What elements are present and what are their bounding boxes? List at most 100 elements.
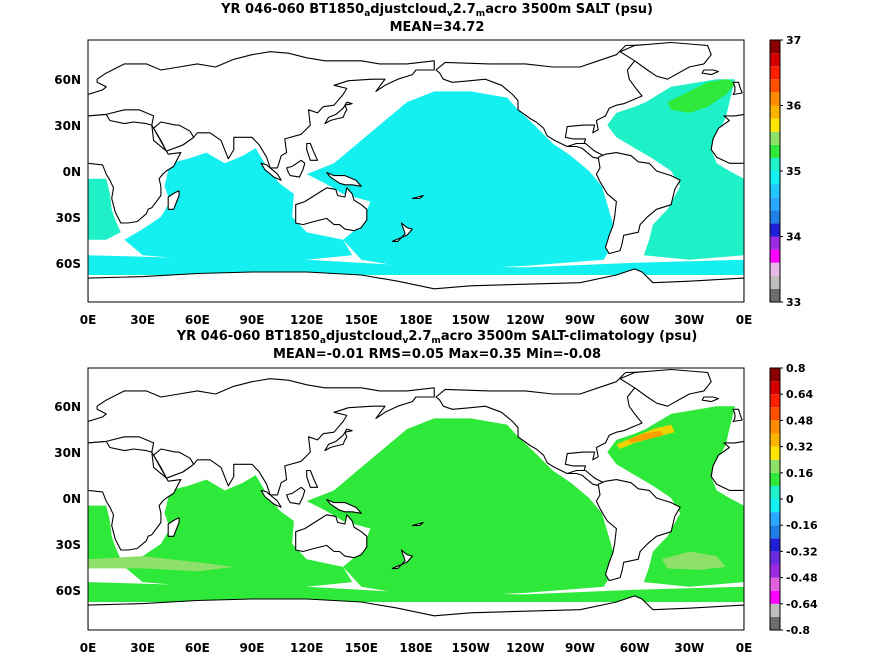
x-tick-label: 60W [620,313,650,327]
colorbar-segment [770,210,780,224]
coastline-sumatra [260,489,282,508]
y-tick-label: 0N [63,165,81,179]
colorbar-tick-label: 0.64 [786,388,813,401]
colorbar-tick-label: -0.32 [786,545,818,558]
x-tick-label: 0E [736,641,753,655]
diff-south-atlantic-strong [662,551,726,570]
x-tick-label: 0E [736,313,753,327]
coastline-antarctica [88,595,744,630]
y-tick-label: 60S [56,257,81,271]
diff-atlantic [607,406,744,587]
colorbar-segment [770,288,780,302]
x-tick-label: 180E [399,313,432,327]
colorbar-segment [770,144,780,158]
coastline-madagascar [167,517,180,537]
x-tick-label: 30W [674,641,704,655]
colorbar-tick-label: 35 [786,165,801,178]
coastline-borneo [286,486,306,505]
colorbar-segment [770,590,780,604]
colorbar-segment [770,420,780,434]
map-panel-1: 0E 30E 60E 90E 120E 150E 180E 150W 120W 90W 60W 30W… [54,2,801,327]
x-tick-label: 150W [452,641,490,655]
colorbar-segment [770,197,780,211]
colorbar-tick-label: 36 [786,100,802,113]
colorbar-segment [770,525,780,539]
coastline-iceland [701,396,720,403]
colorbar-segment [770,368,780,382]
salt-atlantic-w [88,178,121,240]
y-tick-label: 30S [56,211,81,225]
colorbar-segment [770,564,780,578]
coastline-northamerica [435,43,709,148]
y-tick-label: 60N [54,73,81,87]
chart-subtitle: MEAN=34.72 [390,20,485,35]
coastline-uk [732,408,743,423]
y-tick-label: 30S [56,538,81,552]
coastline-japan [324,428,353,452]
diff-pacific [306,418,615,596]
y-tick-label: 60N [54,400,81,414]
salt-indian [124,148,353,263]
x-tick-label: 30E [130,641,155,655]
map-frame [87,367,745,631]
x-tick-label: 30W [674,313,704,327]
x-tick-label: 0E [80,641,97,655]
colorbar-segment [770,472,780,486]
x-tick-label: 60E [185,641,210,655]
coastline-australia [295,187,368,232]
coastline-newguinea [326,171,362,187]
coastline-africa2 [88,440,182,551]
coastline-philippines [306,142,319,161]
coastline-newguinea [326,498,362,514]
colorbar-tick-label: 33 [786,296,801,309]
colorbar-tick-label: 0.32 [786,441,813,454]
coastline-arabia [153,448,195,479]
colorbar-segment [770,616,780,630]
colorbar-segment [770,40,780,54]
colorbar-segment [770,131,780,145]
diff-gulf-stream-hot [627,430,664,443]
colorbar-segment [770,184,780,198]
colorbar-segment [770,381,780,395]
colorbar-tick-label: -0.8 [786,624,810,637]
colorbar-segment [770,538,780,552]
colorbar-segment [770,262,780,276]
chart-title: YR 046-060 BT1850adjustcloudv2.7macro 35… [220,2,653,19]
colorbar-tick-label: -0.48 [786,572,818,585]
chart-title: YR 046-060 BT1850adjustcloudv2.7macro 35… [176,329,698,346]
x-tick-label: 90E [240,641,265,655]
colorbar-tick-label: 34 [786,231,802,244]
colorbar-segment [770,171,780,185]
coastline-nz [391,222,413,242]
colorbar-segment [770,79,780,93]
colorbar-segment [770,499,780,513]
x-tick-label: 150E [345,641,378,655]
colorbar-tick-label: -0.64 [786,598,818,611]
coastline-sumatra [260,162,282,181]
map-panel-2: 0E 30E 60E 90E 120E 150E 180E 150W 120W 90W 60W 30W… [54,329,818,655]
colorbar-tick-label: 0.16 [786,467,813,480]
colorbar-segment [770,433,780,447]
colorbar-segment [770,459,780,473]
x-tick-label: 120W [506,641,544,655]
colorbar-segment [770,551,780,565]
colorbar-tick-label: 0 [786,493,794,506]
coastline-africa [710,420,744,491]
colorbar-segment [770,485,780,499]
colorbar-segment [770,118,780,132]
coastline-uk [732,81,743,96]
colorbar-segment [770,66,780,80]
colorbar-segment [770,92,780,106]
colorbar-segment [770,275,780,289]
coastline-greenland [619,368,712,407]
x-tick-label: 180E [399,641,432,655]
coastline-borneo [286,159,306,178]
colorbar-segment [770,157,780,171]
colorbar-tick-label: -0.16 [786,519,818,532]
map-frame [87,39,745,303]
colorbar-segment [770,407,780,421]
coastline-arabia [153,121,195,152]
colorbar-segment [770,577,780,591]
coastline-southamerica [595,479,681,582]
